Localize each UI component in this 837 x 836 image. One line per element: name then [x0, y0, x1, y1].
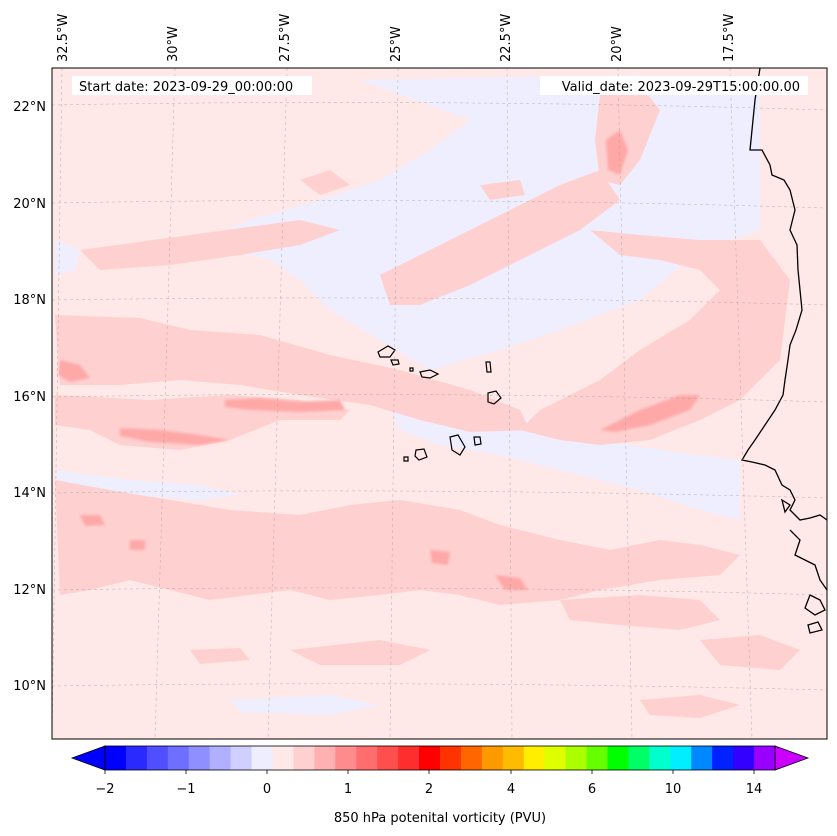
colorbar-frame [104, 745, 776, 771]
colorbar-cell [335, 746, 357, 770]
colorbar-extend-high [774, 745, 810, 771]
colorbar-cell [167, 746, 190, 770]
colorbar-extend-low [70, 745, 106, 771]
colorbar-cell [712, 746, 734, 770]
lon-label: 17.5°W [722, 14, 737, 62]
colorbar-cell [105, 746, 127, 770]
colorbar-tick-label: −1 [176, 782, 195, 797]
lat-label: 14°N [13, 486, 46, 501]
colorbar-ticks: −2 −1 0 1 2 4 6 10 14 [95, 770, 762, 797]
colorbar-cell [460, 746, 483, 770]
colorbar-cell [607, 746, 629, 770]
colorbar-tick-label: 4 [507, 782, 515, 797]
colorbar-cell [293, 746, 315, 770]
colorbar-cell [251, 746, 273, 770]
colorbar-cell [565, 746, 588, 770]
lon-label: 30°W [166, 26, 181, 62]
gridlines [52, 68, 827, 739]
colorbar-cells [105, 746, 776, 770]
colorbar-tick-label: 0 [263, 782, 271, 797]
colorbar-cell [649, 746, 671, 770]
start-date-text: Start date: 2023-09-29_00:00:00 [79, 80, 293, 95]
lon-label: 20°W [610, 26, 625, 62]
map-frame [51, 67, 828, 740]
lat-label: 20°N [13, 197, 46, 212]
coastline [740, 68, 827, 634]
colorbar-cell [314, 746, 336, 770]
colorbar-cell [523, 746, 546, 770]
colorbar-tick-label: 14 [746, 782, 763, 797]
lon-label: 32.5°W [56, 14, 71, 62]
colorbar-cell [146, 746, 169, 770]
lat-label: 10°N [13, 679, 46, 694]
lat-label: 18°N [13, 293, 46, 308]
colorbar-cell [691, 746, 713, 770]
colorbar-cell [272, 746, 294, 770]
colorbar-cell [188, 746, 211, 770]
valid-date-box [540, 76, 808, 95]
lon-label: 22.5°W [499, 14, 514, 62]
colorbar-cell [502, 746, 525, 770]
lon-label: 27.5°W [278, 14, 293, 62]
colorbar-tick-label: −2 [95, 782, 114, 797]
latitude-labels: 22°N 20°N 18°N 16°N 14°N 12°N 10°N [13, 100, 46, 694]
colorbar-tick-label: 2 [425, 782, 433, 797]
colorbar-cell [125, 746, 148, 770]
pv-moderate-positive-region [58, 130, 700, 590]
colorbar-cell [377, 746, 399, 770]
lon-label: 25°W [389, 26, 404, 62]
colorbar-cell [733, 746, 755, 770]
colorbar-tick-label: 10 [665, 782, 682, 797]
longitude-labels: 32.5°W 30°W 27.5°W 25°W 22.5°W 20°W 17.5… [56, 14, 737, 62]
colorbar-cell [544, 746, 567, 770]
colorbar-cell [754, 746, 776, 770]
cape-verde-islands [377, 345, 502, 462]
colorbar-tick-label: 1 [344, 782, 352, 797]
start-date-box [72, 76, 312, 95]
colorbar-label: 850 hPa potenital vorticity (PVU) [334, 811, 546, 826]
lat-label: 16°N [13, 390, 46, 405]
map-panel [52, 68, 827, 739]
colorbar: −2 −1 0 1 2 4 6 10 14 850 hPa potenital … [70, 745, 810, 826]
colorbar-cell [419, 746, 441, 770]
lat-label: 22°N [13, 100, 46, 115]
colorbar-cell [670, 746, 692, 770]
colorbar-cell [230, 746, 253, 770]
colorbar-cell [481, 746, 504, 770]
colorbar-cell [586, 746, 608, 770]
colorbar-cell [440, 746, 462, 770]
colorbar-cell [628, 746, 650, 770]
valid-date-text: Valid_date: 2023-09-29T15:00:00.00 [562, 80, 800, 95]
colorbar-cell [398, 746, 420, 770]
colorbar-tick-label: 6 [588, 782, 596, 797]
colorbar-cell [209, 746, 232, 770]
colorbar-cell [356, 746, 378, 770]
lat-label: 12°N [13, 583, 46, 598]
